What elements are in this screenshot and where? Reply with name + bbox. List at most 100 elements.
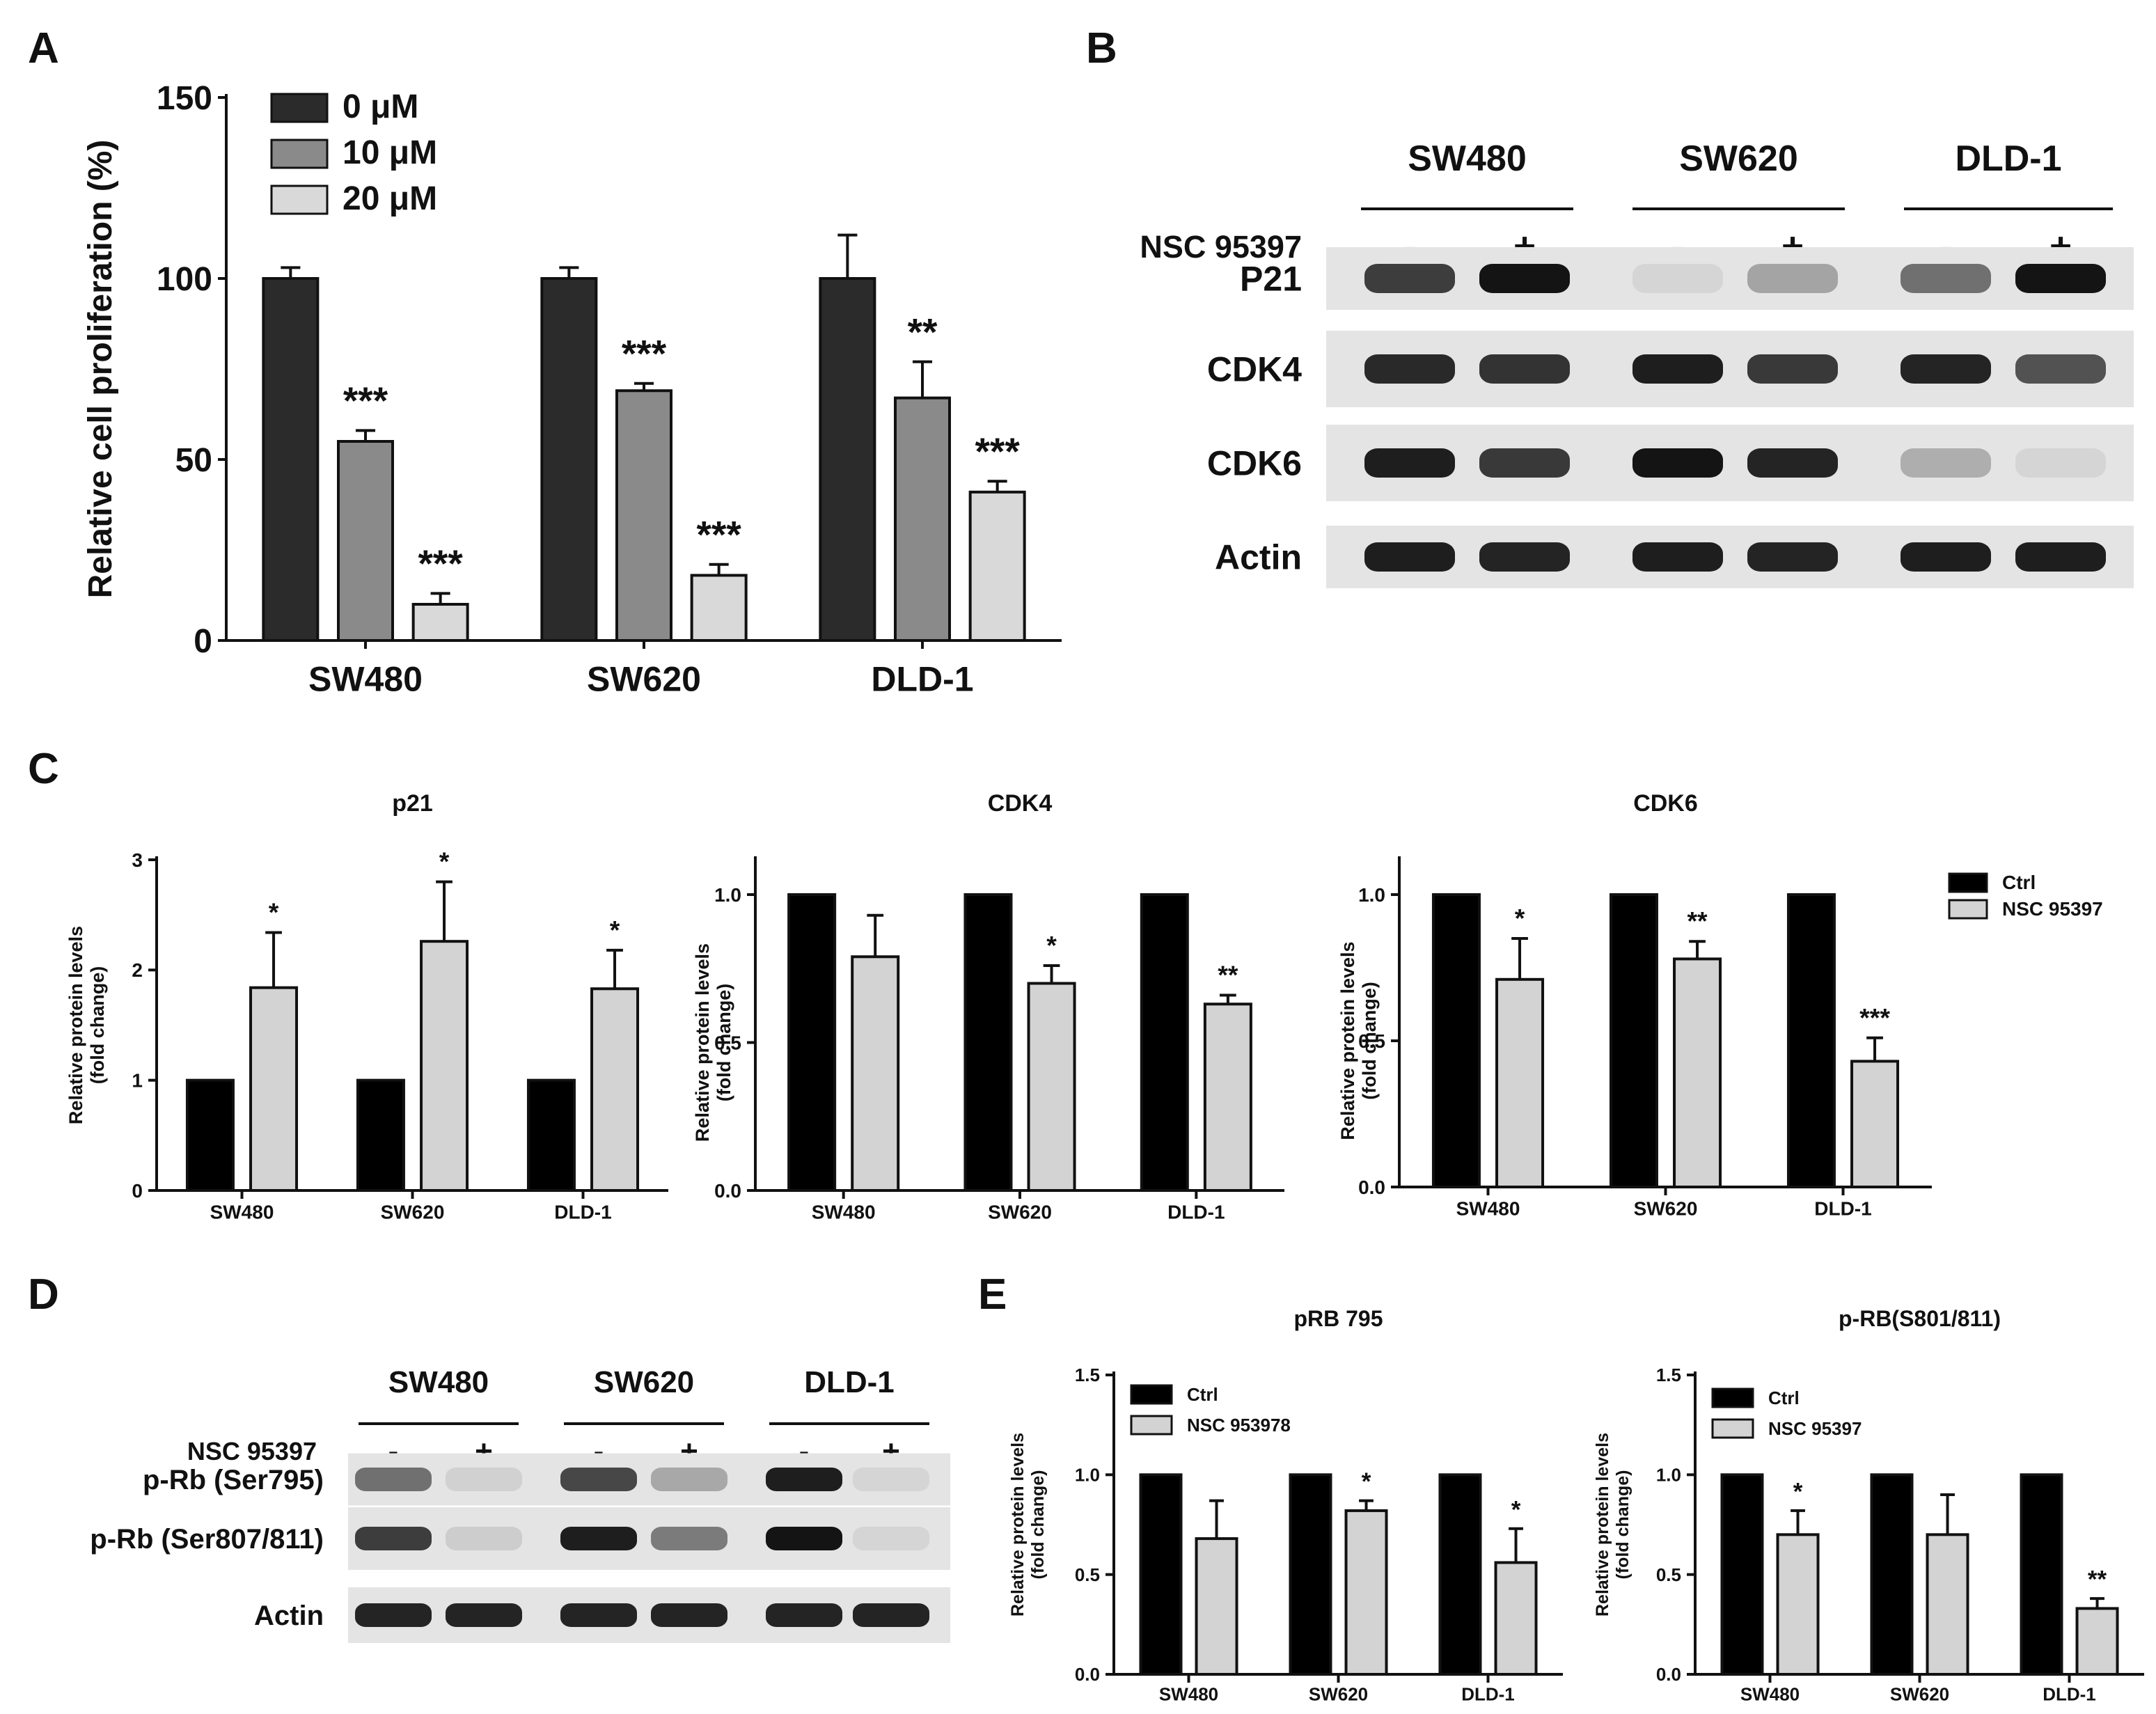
blot-row-label: P21 [1240, 260, 1302, 299]
bar-ctrl [185, 1078, 235, 1192]
significance-label: *** [343, 379, 388, 422]
y-tick-label: 0 [194, 623, 212, 660]
legend-label: Ctrl [1768, 1387, 1800, 1408]
bar-20-m [411, 603, 469, 642]
bar-10-m [337, 440, 394, 642]
y-axis-label: Relative protein levels [1008, 1433, 1028, 1617]
blot-band [446, 1603, 522, 1627]
y-axis-label: Relative cell proliferation (%) [82, 140, 119, 599]
blot-band [1479, 354, 1570, 384]
significance-label: *** [697, 513, 742, 556]
y-axis-label: Relative protein levels [1593, 1433, 1612, 1617]
blot-band [766, 1468, 842, 1491]
blot-row-label: Actin [254, 1601, 324, 1631]
y-axis-label: (fold change) [1028, 1470, 1048, 1580]
y-tick-label: 50 [175, 442, 212, 479]
blot-band [1747, 542, 1838, 572]
y-tick-label: 0.0 [714, 1180, 741, 1202]
bar-nsc-95397 [1850, 1060, 1900, 1189]
y-tick-label: 0.5 [1358, 1030, 1385, 1052]
bar-ctrl [1609, 893, 1658, 1188]
chart-e1: 0.0 0.5 1.0 1.5 pRB 795 Relative protein leve… [1008, 1306, 1563, 1705]
blot-band [1901, 542, 1991, 572]
chart-c3: 0.0 0.5 1.0 CDK6 Relative protein levels (fol… [1337, 790, 2103, 1220]
bar-ctrl [1431, 893, 1481, 1188]
blot-row-label: p-Rb (Ser807/811) [90, 1524, 324, 1555]
blot-band [1479, 264, 1570, 293]
x-tick-label: SW620 [1309, 1684, 1368, 1705]
bar-nsc-953978 [1494, 1561, 1538, 1676]
bar-0-m [262, 277, 320, 642]
significance-label: *** [975, 430, 1021, 473]
bar-10-m [894, 396, 951, 642]
blot-cell-line-header: SW620 [594, 1365, 694, 1399]
panel-label-b: B [1086, 24, 1117, 72]
blot-band [1901, 354, 1991, 384]
panel-label-c: C [28, 745, 59, 793]
blot-band [1479, 448, 1570, 478]
x-tick-label: SW620 [1634, 1198, 1698, 1220]
blot-band [1747, 448, 1838, 478]
significance-label: *** [1859, 1003, 1890, 1032]
y-tick-label: 1.0 [1358, 884, 1385, 906]
y-tick-label: 0.0 [1358, 1177, 1385, 1198]
y-axis-label: Relative protein levels [692, 943, 713, 1142]
blot-band [355, 1603, 432, 1627]
x-tick-label: SW620 [587, 660, 701, 699]
legend-label: NSC 95397 [2002, 898, 2103, 920]
x-tick-label: SW480 [1740, 1684, 1800, 1705]
bar-nsc-95397 [1926, 1533, 1969, 1676]
significance-label: * [1511, 1496, 1521, 1523]
x-tick-label: DLD-1 [554, 1202, 611, 1223]
legend-swatch [1130, 1384, 1173, 1405]
y-tick-label: 1.5 [1656, 1365, 1681, 1385]
blot-row-label: CDK4 [1207, 350, 1302, 389]
bar-nsc-95397 [1495, 977, 1545, 1189]
blot-row-label: Actin [1215, 538, 1302, 577]
bar-nsc-95397 [1776, 1533, 1820, 1676]
blot-cell-line-header: SW480 [1408, 139, 1527, 179]
y-tick-label: 2 [132, 959, 143, 981]
blot-cell-line-header: SW480 [388, 1365, 489, 1399]
blot-strip-background [1326, 247, 2134, 310]
blot-band [651, 1468, 727, 1491]
blot-band [1364, 354, 1455, 384]
bar-ctrl [963, 893, 1013, 1192]
blot-band [853, 1527, 929, 1550]
chart-title: p21 [392, 790, 433, 817]
blot-band [1632, 264, 1723, 293]
blot-cell-line-header: DLD-1 [1955, 139, 2061, 179]
blot-band [446, 1527, 522, 1550]
blot-band [1747, 264, 1838, 293]
y-tick-label: 3 [132, 849, 143, 871]
bar-ctrl [1140, 893, 1189, 1192]
legend-label: Ctrl [2002, 872, 2036, 893]
chart-e2: 0.0 0.5 1.0 1.5 p-RB(S801/811) Relative prote… [1593, 1306, 2144, 1705]
x-tick-label: DLD-1 [1167, 1202, 1225, 1223]
significance-label: ** [1218, 960, 1238, 989]
significance-label: * [1046, 931, 1057, 960]
blot-band [355, 1527, 432, 1550]
y-tick-label: 1.0 [714, 884, 741, 906]
bar-ctrl [787, 893, 837, 1192]
significance-label: ** [1687, 906, 1708, 936]
charts-layer: 0 50 100 150 Relative cell proliferation (%)… [65, 80, 2144, 1705]
y-tick-label: 1.5 [1075, 1365, 1100, 1385]
bar-nsc-95397 [420, 940, 469, 1192]
blot-band [2015, 448, 2106, 478]
significance-label: * [1793, 1479, 1803, 1506]
bar-0-m [540, 277, 598, 642]
blot-band [1479, 542, 1570, 572]
blot-strip-background [1326, 526, 2134, 588]
significance-label: * [269, 897, 279, 927]
blot-band [1901, 448, 1991, 478]
y-tick-label: 0.5 [714, 1032, 741, 1053]
chart-title: pRB 795 [1293, 1306, 1383, 1331]
legend-swatch [1948, 899, 1988, 920]
significance-label: * [439, 847, 450, 876]
legend-swatch [270, 184, 329, 215]
significance-label: * [1362, 1468, 1371, 1495]
legend-swatch [1948, 872, 1988, 893]
blot-row-label: p-Rb (Ser795) [143, 1465, 324, 1495]
